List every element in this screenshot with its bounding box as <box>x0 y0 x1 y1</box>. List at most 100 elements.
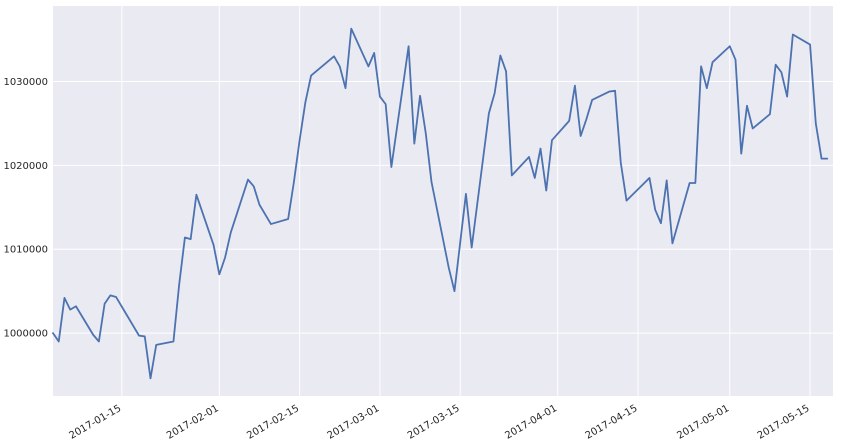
data-point <box>648 177 651 179</box>
data-point <box>711 61 714 63</box>
data-point <box>258 204 261 206</box>
data-point <box>574 85 576 87</box>
data-point <box>385 103 387 105</box>
data-point <box>654 209 656 211</box>
data-point <box>63 297 66 299</box>
data-point <box>299 139 301 141</box>
data-point <box>660 222 662 224</box>
data-point <box>826 158 828 160</box>
data-point <box>746 105 748 107</box>
data-point <box>780 71 782 73</box>
data-point <box>499 54 501 57</box>
data-point <box>138 335 140 337</box>
data-point <box>740 153 742 155</box>
x-tick-label: 2017-03-01 <box>326 403 382 442</box>
data-point <box>270 223 272 225</box>
data-point <box>293 181 295 183</box>
data-point <box>465 193 467 195</box>
data-point <box>339 65 341 67</box>
x-tick-label: 2017-05-01 <box>675 403 731 442</box>
data-point <box>820 158 823 160</box>
data-point <box>218 273 220 275</box>
data-point <box>224 257 226 259</box>
data-point <box>689 182 691 184</box>
y-axis-tick-labels: 1000000 1010000 1020000 1030000 <box>3 77 48 340</box>
data-point <box>195 194 197 196</box>
y-tick-label: 1030000 <box>3 77 48 88</box>
data-point <box>184 236 186 239</box>
x-tick-label: 2017-03-15 <box>406 403 462 442</box>
data-point <box>430 181 433 183</box>
data-point <box>545 189 547 192</box>
x-tick-label: 2017-01-15 <box>67 403 123 442</box>
data-point <box>212 244 215 246</box>
data-point <box>287 218 289 220</box>
data-point <box>310 75 312 77</box>
data-point <box>253 185 255 187</box>
data-point <box>734 59 737 61</box>
data-point <box>625 199 628 202</box>
data-point <box>92 334 94 336</box>
data-point <box>149 377 152 379</box>
data-point <box>815 122 817 125</box>
data-point <box>304 101 306 104</box>
data-point <box>58 340 60 343</box>
data-point <box>425 132 427 135</box>
data-point <box>178 283 180 286</box>
data-point <box>786 95 788 98</box>
x-tick-label: 2017-02-15 <box>245 403 301 442</box>
data-point <box>671 242 674 244</box>
x-tick-label: 2017-04-01 <box>503 403 559 442</box>
data-point <box>367 65 370 67</box>
data-point <box>350 28 352 30</box>
data-point <box>666 179 668 182</box>
data-point <box>69 309 71 311</box>
data-point <box>568 120 570 122</box>
data-point <box>580 135 582 137</box>
data-point <box>700 65 702 67</box>
data-point <box>620 162 622 164</box>
data-point <box>448 267 450 269</box>
data-point <box>172 340 175 343</box>
data-point <box>494 92 496 94</box>
plot-area <box>53 6 833 396</box>
data-point <box>115 296 117 298</box>
data-point <box>109 294 111 296</box>
data-point <box>775 64 777 66</box>
data-point <box>706 87 708 89</box>
x-axis-tick-labels: 2017-01-15 2017-02-01 2017-02-15 2017-03-01… <box>67 403 811 442</box>
data-point <box>459 241 461 244</box>
data-point <box>729 45 731 47</box>
data-point <box>344 87 347 89</box>
data-point <box>505 70 507 73</box>
data-point <box>511 174 513 177</box>
data-point <box>792 33 794 36</box>
data-point <box>769 113 771 115</box>
x-tick-label: 2017-05-15 <box>756 403 812 442</box>
data-point <box>333 55 335 57</box>
data-point <box>614 90 616 92</box>
data-point <box>98 340 100 343</box>
data-point <box>752 127 754 130</box>
series-layer <box>52 27 829 380</box>
x-tick-label: 2017-02-01 <box>165 403 221 442</box>
y-tick-label: 1010000 <box>3 245 48 256</box>
data-point <box>230 231 232 234</box>
data-point <box>104 303 106 305</box>
data-point <box>144 335 146 338</box>
data-point <box>379 95 381 98</box>
data-point <box>809 43 811 46</box>
series-group <box>52 27 829 380</box>
data-point <box>52 332 54 334</box>
data-point <box>373 52 375 54</box>
y-tick-label: 1020000 <box>3 161 48 172</box>
data-point <box>75 305 77 307</box>
data-point <box>471 246 473 249</box>
data-point <box>419 95 421 97</box>
data-point <box>390 166 392 168</box>
data-point <box>488 112 490 114</box>
data-point <box>413 142 415 145</box>
data-point <box>539 147 542 150</box>
data-point <box>694 182 696 184</box>
